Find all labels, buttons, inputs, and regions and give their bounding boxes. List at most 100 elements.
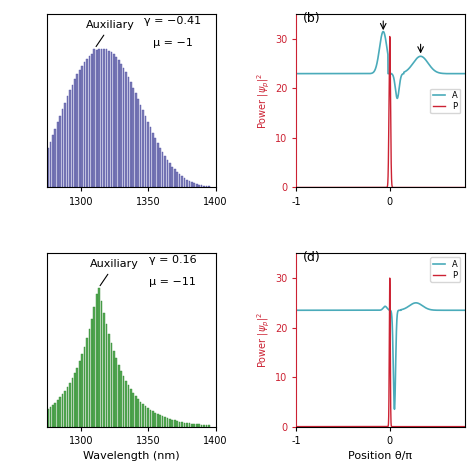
Bar: [62, 109, 64, 188]
Bar: [149, 128, 151, 188]
Bar: [55, 403, 56, 427]
Bar: [91, 54, 93, 188]
Bar: [159, 147, 161, 188]
Bar: [157, 143, 158, 188]
Bar: [79, 361, 81, 427]
Bar: [93, 49, 95, 188]
Bar: [69, 383, 71, 427]
Bar: [115, 358, 117, 427]
Bar: [115, 57, 117, 188]
Bar: [135, 396, 137, 427]
Bar: [162, 417, 164, 427]
Bar: [106, 49, 107, 188]
Bar: [191, 182, 192, 188]
Bar: [189, 423, 190, 427]
Bar: [89, 56, 90, 188]
Bar: [50, 142, 51, 188]
Text: γ = −0.41: γ = −0.41: [144, 16, 201, 26]
Bar: [57, 400, 59, 427]
Bar: [147, 122, 149, 188]
Bar: [164, 156, 166, 188]
Bar: [64, 102, 66, 188]
Bar: [123, 376, 124, 427]
Text: Auxiliary: Auxiliary: [90, 259, 139, 286]
Bar: [196, 424, 198, 427]
Text: μ = −1: μ = −1: [153, 38, 192, 48]
Bar: [110, 343, 112, 427]
Bar: [142, 404, 144, 427]
Text: μ = −11: μ = −11: [149, 277, 196, 287]
Bar: [128, 77, 129, 188]
Bar: [79, 70, 81, 188]
Text: (b): (b): [303, 12, 320, 25]
Bar: [101, 301, 102, 427]
Bar: [137, 399, 139, 427]
Bar: [164, 418, 166, 427]
Bar: [179, 174, 181, 188]
Bar: [113, 351, 115, 427]
Legend: A, P: A, P: [430, 89, 460, 113]
Bar: [169, 419, 171, 427]
Bar: [42, 158, 44, 188]
Bar: [55, 129, 56, 188]
Bar: [59, 116, 61, 188]
Bar: [91, 319, 93, 427]
Bar: [172, 420, 173, 427]
Bar: [159, 415, 161, 427]
Bar: [174, 169, 175, 188]
Bar: [157, 414, 158, 427]
Bar: [72, 85, 73, 188]
Bar: [113, 55, 115, 188]
Bar: [206, 425, 207, 427]
Bar: [62, 394, 64, 427]
Bar: [179, 421, 181, 427]
Bar: [203, 186, 205, 188]
Bar: [140, 401, 141, 427]
Bar: [201, 425, 202, 427]
Bar: [98, 288, 100, 427]
Bar: [96, 294, 98, 427]
Bar: [76, 74, 78, 188]
Bar: [59, 397, 61, 427]
Bar: [69, 91, 71, 188]
Bar: [120, 371, 122, 427]
Bar: [149, 410, 151, 427]
Bar: [208, 425, 210, 427]
Bar: [166, 160, 168, 188]
Bar: [128, 385, 129, 427]
Bar: [52, 136, 54, 188]
Bar: [98, 49, 100, 188]
Bar: [103, 313, 105, 427]
Bar: [110, 52, 112, 188]
Bar: [76, 367, 78, 427]
Bar: [186, 423, 188, 427]
Bar: [120, 64, 122, 188]
Text: γ = 0.16: γ = 0.16: [149, 255, 196, 265]
Y-axis label: Power $|\psi_p|^2$: Power $|\psi_p|^2$: [256, 312, 272, 368]
Bar: [145, 116, 146, 188]
Bar: [72, 378, 73, 427]
Bar: [206, 186, 207, 188]
Bar: [155, 413, 156, 427]
Bar: [67, 387, 68, 427]
X-axis label: Position θ/π: Position θ/π: [348, 451, 412, 461]
Bar: [86, 338, 88, 427]
Bar: [198, 184, 200, 188]
Bar: [196, 184, 198, 188]
Bar: [183, 178, 185, 188]
Bar: [132, 88, 134, 188]
Bar: [74, 373, 76, 427]
Y-axis label: Power $|\psi_p|^2$: Power $|\psi_p|^2$: [256, 73, 272, 129]
Bar: [108, 334, 110, 427]
Bar: [47, 147, 49, 188]
Bar: [123, 68, 124, 188]
Bar: [118, 365, 119, 427]
Bar: [130, 82, 132, 188]
Bar: [106, 324, 107, 427]
Bar: [203, 425, 205, 427]
Bar: [57, 122, 59, 188]
Bar: [135, 93, 137, 188]
Bar: [142, 110, 144, 188]
Bar: [81, 355, 83, 427]
Bar: [40, 163, 42, 188]
